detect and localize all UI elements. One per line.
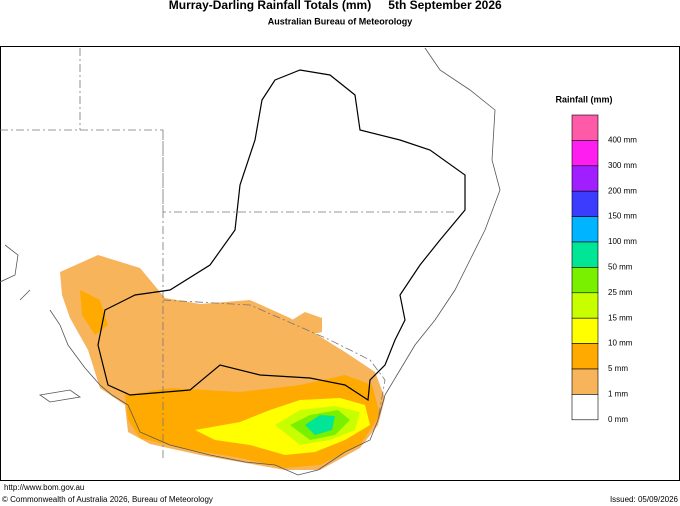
state-border [0, 48, 455, 460]
map-title: Murray-Darling Rainfall Totals (mm) [169, 0, 371, 12]
footer-copyright: © Commonwealth of Australia 2026, Bureau… [2, 495, 213, 504]
legend-swatch [571, 292, 599, 319]
legend-swatch [571, 216, 599, 243]
coastline [0, 47, 501, 476]
legend-label: 200 mm [608, 186, 637, 195]
map-subtitle: Australian Bureau of Meteorology [268, 16, 413, 26]
basin-boundary [97, 69, 466, 402]
legend-title: Rainfall (mm) [555, 94, 612, 104]
legend-swatch [571, 114, 599, 141]
legend-label: 50 mm [608, 263, 633, 272]
map-date: 5th September 2026 [388, 0, 502, 12]
legend-label: 300 mm [608, 161, 637, 170]
legend-label: 25 mm [608, 288, 633, 297]
legend-swatch [571, 267, 599, 294]
legend-label: 150 mm [608, 212, 637, 221]
footer-url: http://www.bom.gov.au [4, 483, 84, 492]
legend-label: 100 mm [608, 237, 637, 246]
legend-swatch [571, 140, 599, 167]
island [38, 389, 82, 403]
map-shapes [0, 47, 501, 476]
legend-swatch [571, 317, 599, 344]
legend-swatch [571, 343, 599, 370]
legend-label: 0 mm [608, 415, 628, 424]
legend-swatch [571, 394, 599, 421]
legend-swatch [571, 165, 599, 192]
legend-swatch [571, 368, 599, 395]
rain-area-5mm [80, 290, 108, 335]
legend-label: 400 mm [608, 136, 637, 145]
footer-issued: Issued: 05/09/2026 [610, 495, 679, 504]
legend: Rainfall (mm) 400 mm 300 mm 200 mm 150 mm 10… [555, 94, 637, 424]
legend-swatch [571, 190, 599, 217]
rain-area-1mm [292, 312, 322, 336]
legend-label: 1 mm [608, 390, 628, 399]
legend-label: 15 mm [608, 313, 633, 322]
legend-label: 10 mm [608, 339, 633, 348]
legend-swatch [571, 241, 599, 268]
legend-label: 5 mm [608, 364, 628, 373]
rain-area-50mm [305, 415, 335, 435]
